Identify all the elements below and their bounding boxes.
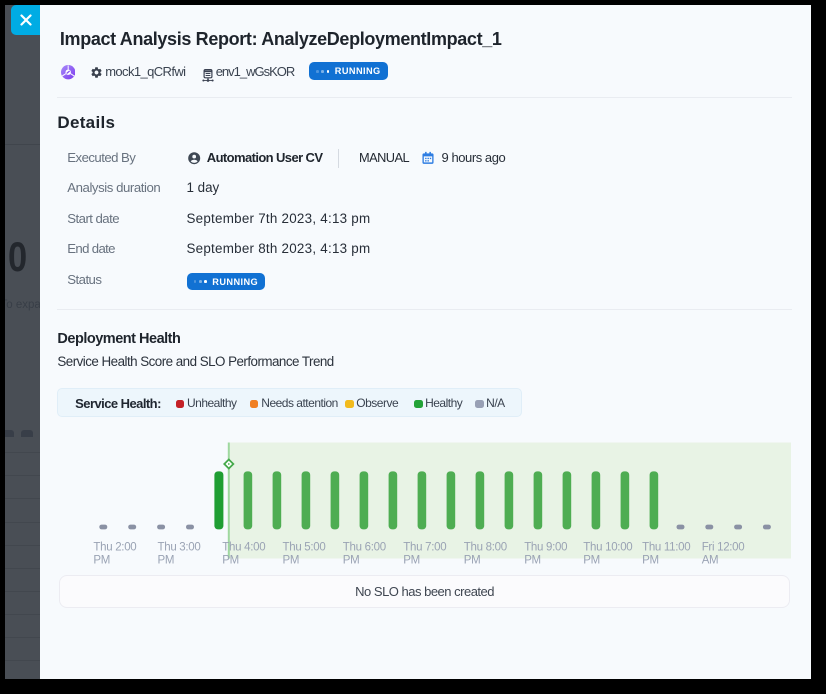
- svg-text:Thu 8:00: Thu 8:00: [464, 542, 507, 554]
- svg-text:Thu 9:00: Thu 9:00: [524, 542, 567, 554]
- svg-text:PM: PM: [642, 555, 659, 567]
- svg-text:PM: PM: [524, 555, 541, 567]
- svg-text:PM: PM: [464, 555, 481, 567]
- svg-text:PM: PM: [403, 555, 420, 567]
- svg-text:PM: PM: [343, 555, 360, 567]
- svg-text:PM: PM: [93, 555, 110, 567]
- svg-text:Thu 3:00: Thu 3:00: [157, 542, 200, 554]
- svg-text:Thu 4:00: Thu 4:00: [222, 542, 265, 554]
- svg-text:AM: AM: [702, 555, 719, 567]
- svg-text:Fri 12:00: Fri 12:00: [702, 542, 745, 554]
- svg-text:PM: PM: [157, 555, 174, 567]
- svg-text:PM: PM: [583, 555, 600, 567]
- svg-text:Thu 2:00: Thu 2:00: [93, 542, 136, 554]
- svg-text:PM: PM: [222, 555, 239, 567]
- svg-text:Thu 7:00: Thu 7:00: [403, 542, 446, 554]
- svg-text:Thu 11:00: Thu 11:00: [642, 542, 690, 554]
- svg-text:Thu 6:00: Thu 6:00: [343, 542, 386, 554]
- svg-text:Thu 5:00: Thu 5:00: [282, 542, 325, 554]
- svg-text:Thu 10:00: Thu 10:00: [583, 542, 632, 554]
- svg-text:PM: PM: [282, 555, 299, 567]
